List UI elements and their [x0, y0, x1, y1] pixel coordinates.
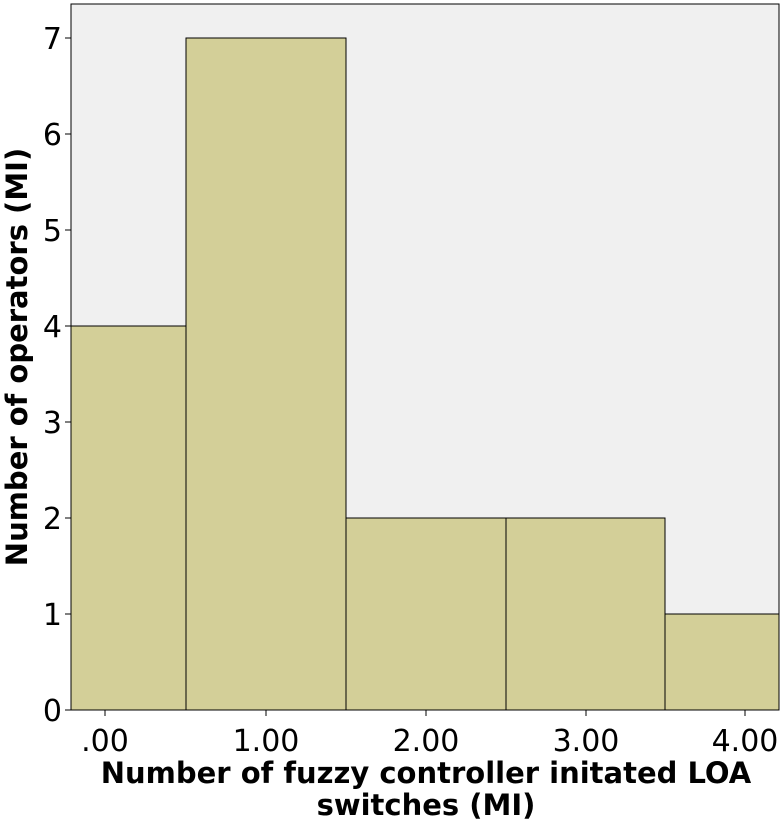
y-tick-label-2: 2: [43, 502, 62, 537]
y-tick-label-7: 7: [43, 22, 62, 57]
x-tick-label-2: 2.00: [393, 724, 460, 759]
y-tick-label-5: 5: [43, 214, 62, 249]
bar-1: [185, 37, 347, 711]
bar-0: [70, 325, 187, 711]
bar-3: [505, 517, 666, 711]
y-axis-title: Number of operators (MI): [0, 148, 34, 566]
y-tick-label-3: 3: [43, 406, 62, 441]
x-axis-title-line-2: switches (MI): [317, 788, 536, 822]
x-axis-title-line-1: Number of fuzzy controller initated LOA: [101, 756, 752, 790]
x-tick-label-1: 1.00: [233, 724, 300, 759]
x-axis: .00 1.00 2.00 3.00 4.00: [81, 710, 778, 759]
bar-2: [345, 517, 507, 711]
x-tick-label-4: 4.00: [712, 724, 779, 759]
y-tick-label-6: 6: [43, 118, 62, 153]
y-tick-label-0: 0: [43, 694, 62, 729]
y-tick-label-4: 4: [43, 310, 62, 345]
y-axis: 0 1 2 3 4 5 6 7: [43, 22, 71, 729]
bars-group: [70, 37, 780, 711]
y-tick-label-1: 1: [43, 598, 62, 633]
bar-4: [664, 613, 780, 711]
x-tick-label-3: 3.00: [553, 724, 620, 759]
x-tick-label-0: .00: [81, 724, 129, 759]
plot-frame: [70, 3, 780, 711]
